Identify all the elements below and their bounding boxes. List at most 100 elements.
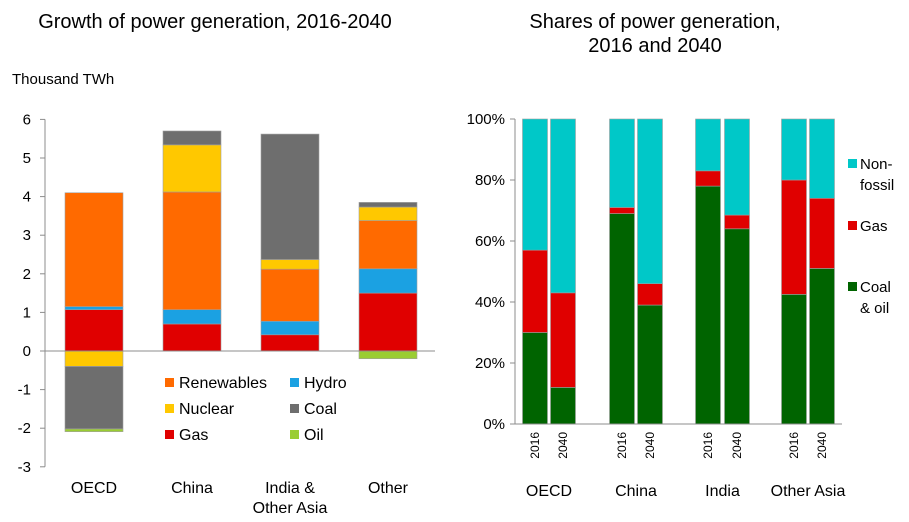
bar-segment-hydro: [162, 309, 222, 325]
left-y-tick-label: 2: [23, 266, 31, 283]
bar-segment-hydro: [64, 306, 124, 310]
legend-label-renewables: Renewables: [179, 375, 267, 392]
left-y-axis-label: Thousand TWh: [12, 71, 115, 88]
year-tick-label: 2016: [615, 432, 629, 459]
right-y-tick-label: 60%: [475, 233, 505, 250]
bar-segment-nuclear: [162, 144, 222, 193]
left-y-tick-label: -3: [18, 459, 31, 476]
share-bar-segment: [522, 249, 548, 333]
left-y-tick-label: -2: [18, 420, 31, 437]
bar-segment-gas: [260, 334, 320, 352]
share-bar-segment: [522, 332, 548, 425]
bar-segment-gas: [358, 292, 418, 352]
right-legend-label-non-fossil: Non-: [860, 156, 893, 173]
left-y-tick-label: -1: [18, 382, 31, 399]
bar-segment-nuclear: [260, 259, 320, 270]
year-tick-label: 2040: [815, 432, 829, 459]
right-y-tick-label: 100%: [467, 111, 505, 128]
bar-segment-renewables: [260, 268, 320, 322]
bar-segment-nuclear: [358, 206, 418, 221]
left-x-tick-label: China: [171, 480, 213, 497]
right-y-tick-label: 0%: [483, 416, 505, 433]
left-y-tick-label: 3: [23, 227, 31, 244]
right-legend-swatch-coal-oil: [848, 282, 857, 291]
bar-segment-renewables: [358, 220, 418, 270]
share-bar-segment: [550, 387, 576, 425]
share-bar-segment: [781, 118, 807, 181]
share-bar-segment: [724, 214, 750, 230]
year-tick-label: 2016: [787, 432, 801, 459]
share-bar-segment: [637, 304, 663, 425]
bar-segment-coal: [162, 130, 222, 146]
right-group-label: India: [705, 483, 740, 500]
bar-segment-gas: [162, 323, 222, 352]
right-legend-label-gas: Gas: [860, 218, 888, 235]
bar-segment-renewables: [64, 192, 124, 307]
bar-segment-coal: [260, 133, 320, 260]
left-x-tick-label: Other Asia: [253, 500, 328, 517]
year-tick-label: 2040: [730, 432, 744, 459]
right-group-label: China: [615, 483, 657, 500]
left-x-tick-label: Other: [368, 480, 409, 497]
bar-segment-nuclear: [64, 350, 124, 367]
bar-segment-oil: [64, 428, 124, 432]
right-legend-label-coal-oil: Coal: [860, 279, 891, 296]
share-bar-segment: [609, 213, 635, 425]
bar-segment-gas: [64, 309, 124, 352]
bar-segment-oil: [358, 350, 418, 360]
share-bar-segment: [781, 179, 807, 295]
legend-swatch-nuclear: [165, 404, 174, 413]
right-chart-title: Shares of power generation, 2016 and 2040: [455, 10, 855, 58]
left-y-tick-label: 4: [23, 189, 31, 206]
share-bar-segment: [550, 118, 576, 294]
share-bar-segment: [724, 228, 750, 425]
share-bar-segment: [724, 118, 750, 216]
left-y-tick-label: 1: [23, 304, 31, 321]
year-tick-label: 2040: [556, 432, 570, 459]
right-legend-swatch-gas: [848, 221, 857, 230]
bar-segment-coal: [358, 202, 418, 208]
right-group-label: Other Asia: [771, 483, 846, 500]
bar-segment-hydro: [260, 320, 320, 336]
left-x-tick-label: OECD: [71, 480, 117, 497]
legend-swatch-hydro: [290, 378, 299, 387]
legend-label-oil: Oil: [304, 427, 324, 444]
bar-segment-renewables: [162, 191, 222, 310]
right-group-label: OECD: [526, 483, 572, 500]
share-bar-segment: [695, 185, 721, 425]
right-chart-title-line: Shares of power generation,: [529, 11, 781, 33]
legend-swatch-renewables: [165, 378, 174, 387]
share-bar-segment: [609, 207, 635, 214]
share-bar-segment: [522, 118, 548, 251]
legend-label-coal: Coal: [304, 401, 337, 418]
legend-label-gas: Gas: [179, 427, 208, 444]
year-tick-label: 2016: [528, 432, 542, 459]
legend-label-nuclear: Nuclear: [179, 401, 235, 418]
legend-label-hydro: Hydro: [304, 375, 347, 392]
share-bar-segment: [637, 283, 663, 306]
bar-segment-coal: [64, 366, 124, 430]
right-y-tick-label: 20%: [475, 355, 505, 372]
left-y-tick-label: 5: [23, 150, 31, 167]
legend-swatch-coal: [290, 404, 299, 413]
share-bar-segment: [809, 198, 835, 269]
bar-segment-hydro: [358, 268, 418, 294]
right-legend-label-coal-oil: & oil: [860, 300, 889, 317]
right-y-tick-label: 80%: [475, 172, 505, 189]
share-bar-segment: [809, 268, 835, 425]
left-y-tick-label: 0: [23, 343, 31, 360]
share-bar-segment: [809, 118, 835, 199]
right-y-tick-label: 40%: [475, 294, 505, 311]
right-legend-label-non-fossil: fossil: [860, 177, 894, 194]
share-bar-segment: [609, 118, 635, 208]
share-bar-segment: [550, 292, 576, 388]
share-bar-segment: [695, 118, 721, 172]
legend-swatch-gas: [165, 430, 174, 439]
left-chart-title: Growth of power generation, 2016-2040: [38, 11, 392, 33]
share-bar-segment: [637, 118, 663, 284]
legend-swatch-oil: [290, 430, 299, 439]
year-tick-label: 2016: [701, 432, 715, 459]
left-y-tick-label: 6: [23, 111, 31, 128]
right-legend-swatch-non-fossil: [848, 159, 857, 168]
